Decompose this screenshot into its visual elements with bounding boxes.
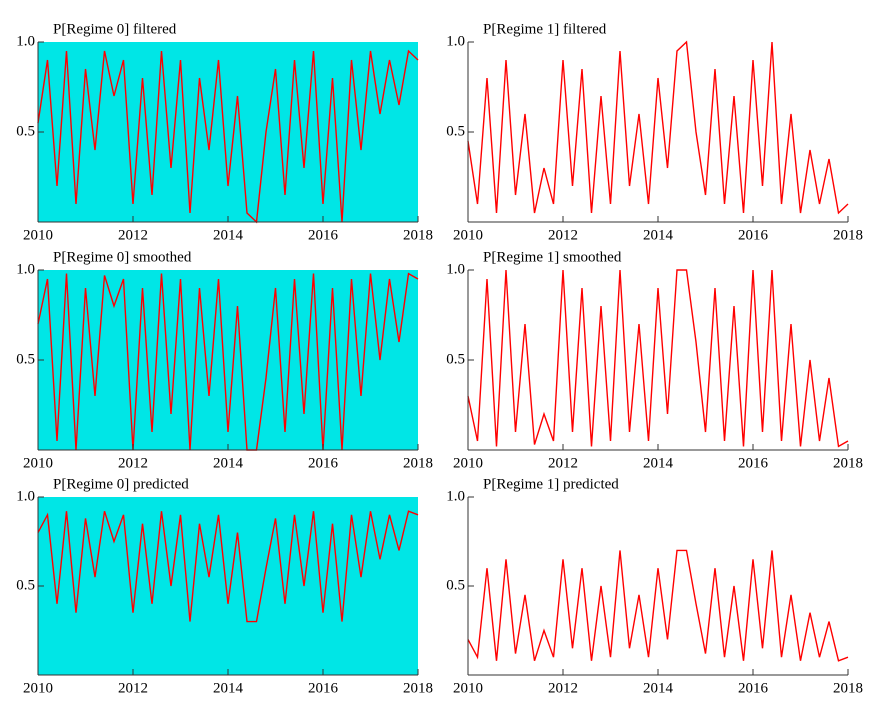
- panel-title: P[Regime 0] smoothed: [53, 249, 192, 265]
- x-tick-label: 2012: [548, 227, 578, 243]
- panel-title: P[Regime 1] filtered: [483, 21, 607, 37]
- x-tick-label: 2018: [403, 680, 433, 696]
- x-tick-label: 2014: [643, 680, 674, 696]
- y-tick-label: 1.0: [16, 488, 35, 504]
- x-tick-label: 2012: [118, 455, 148, 471]
- plot-background: [38, 270, 418, 450]
- x-tick-label: 2010: [23, 680, 53, 696]
- plot-background: [38, 497, 418, 675]
- y-tick-label: 1.0: [446, 488, 465, 504]
- y-tick-label: 1.0: [446, 261, 465, 277]
- x-tick-label: 2018: [833, 227, 863, 243]
- y-tick-label: 1.0: [16, 261, 35, 277]
- y-tick-label: 0.5: [446, 351, 465, 367]
- y-tick-label: 0.5: [16, 577, 35, 593]
- series-line: [467, 40, 849, 215]
- x-tick-label: 2014: [213, 227, 244, 243]
- panel-title: P[Regime 0] predicted: [53, 476, 189, 492]
- x-tick-label: 2014: [643, 227, 674, 243]
- x-tick-label: 2010: [453, 227, 483, 243]
- series-line: [37, 272, 419, 451]
- x-tick-label: 2016: [738, 227, 769, 243]
- panel-title: P[Regime 0] filtered: [53, 21, 177, 37]
- x-tick-label: 2016: [738, 455, 769, 471]
- x-tick-label: 2012: [118, 680, 148, 696]
- series-line: [37, 49, 419, 224]
- x-tick-label: 2014: [213, 455, 244, 471]
- y-tick-label: 0.5: [16, 123, 35, 139]
- x-tick-label: 2016: [308, 227, 339, 243]
- y-tick-label: 0.5: [446, 577, 465, 593]
- x-tick-label: 2016: [738, 680, 769, 696]
- x-tick-label: 2010: [23, 455, 53, 471]
- series-line: [467, 549, 849, 662]
- x-tick-label: 2016: [308, 455, 339, 471]
- series-line: [37, 510, 419, 623]
- x-tick-label: 2010: [453, 680, 483, 696]
- x-tick-label: 2012: [548, 455, 578, 471]
- panel-title: P[Regime 1] predicted: [483, 476, 619, 492]
- x-tick-label: 2016: [308, 680, 339, 696]
- y-tick-label: 0.5: [16, 351, 35, 367]
- x-tick-label: 2010: [453, 455, 483, 471]
- y-tick-label: 0.5: [446, 123, 465, 139]
- x-tick-label: 2010: [23, 227, 53, 243]
- x-tick-label: 2018: [403, 455, 433, 471]
- x-tick-label: 2014: [213, 680, 244, 696]
- series-line: [467, 269, 849, 448]
- x-tick-label: 2018: [833, 680, 863, 696]
- x-tick-label: 2018: [403, 227, 433, 243]
- x-tick-label: 2018: [833, 455, 863, 471]
- x-tick-label: 2014: [643, 455, 674, 471]
- y-tick-label: 1.0: [446, 33, 465, 49]
- plot-background: [38, 42, 418, 222]
- x-tick-label: 2012: [548, 680, 578, 696]
- x-tick-label: 2012: [118, 227, 148, 243]
- panel-title: P[Regime 1] smoothed: [483, 249, 622, 265]
- y-tick-label: 1.0: [16, 33, 35, 49]
